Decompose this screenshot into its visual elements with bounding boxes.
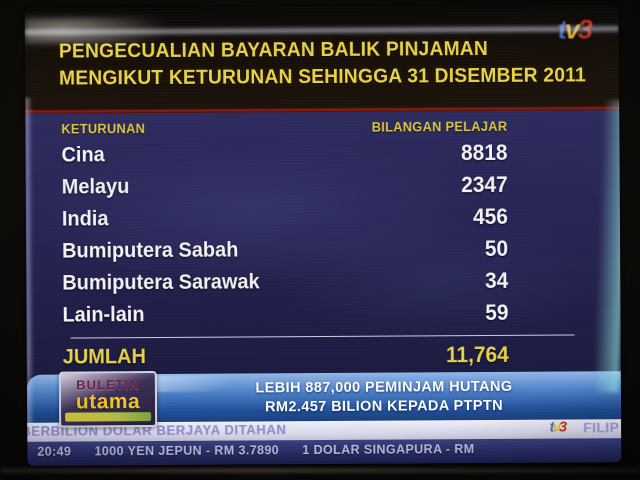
row-label: Bumiputera Sarawak	[62, 270, 260, 295]
buletin-utama-program-logo: BULETIN utama	[58, 371, 158, 428]
column-header-keturunan: KETURUNAN	[61, 120, 146, 137]
table-row: Melayu 2347	[62, 169, 508, 204]
total-row: JUMLAH 11,764	[63, 338, 509, 375]
statistics-table: KETURUNAN BILANGAN PELAJAR Cina 8818 Mel…	[25, 109, 621, 375]
total-label: JUMLAH	[62, 344, 146, 369]
table-row: Cina 8818	[61, 137, 507, 172]
table-row: Bumiputera Sarawak 34	[62, 265, 508, 300]
tv3-channel-logo: t v 3	[558, 14, 593, 45]
banner-text-line2: RM2.457 BILION KEPADA PTPTN	[265, 397, 504, 415]
ticker-next-headline: FILIP	[583, 420, 620, 436]
headline-title-line2: MENGIKUT KETURUNAN SEHINGGA 31 DISEMBER …	[58, 63, 586, 90]
row-value: 59	[485, 299, 509, 325]
table-row: Lain-lain 59	[62, 297, 508, 332]
column-header-bilangan-pelajar: BILANGAN PELAJAR	[371, 118, 508, 135]
row-label: Lain-lain	[62, 302, 145, 327]
row-value: 456	[472, 203, 508, 229]
headline-title-line1: PENGECUALIAN BAYARAN BALIK PINJAMAN	[58, 36, 489, 63]
bezel-reflection	[0, 468, 640, 473]
table-header-row: KETURUNAN BILANGAN PELAJAR	[61, 119, 507, 137]
tv3-logo-letter-3: 3	[558, 419, 568, 436]
row-label: India	[61, 206, 109, 231]
row-label: Melayu	[61, 174, 130, 199]
table-row: Bumiputera Sabah 50	[62, 233, 508, 268]
title-area: PENGECUALIAN BAYARAN BALIK PINJAMAN MENG…	[24, 4, 620, 110]
row-value: 34	[484, 267, 509, 293]
row-label: Bumiputera Sabah	[62, 238, 239, 263]
row-label: Cina	[61, 142, 105, 167]
tv3-ticker-logo: t v 3	[549, 419, 568, 436]
program-logo-line2: utama	[75, 390, 141, 414]
program-logo-band	[65, 412, 152, 422]
currency-ticker-strip: 20:49 1000 YEN JEPUN - RM 3.7890 1 DOLAR…	[27, 437, 622, 466]
total-value: 11,764	[445, 341, 509, 367]
row-value: 2347	[461, 171, 508, 197]
tv3-logo-letter-3: 3	[577, 14, 593, 45]
tv-screen: PENGECUALIAN BAYARAN BALIK PINJAMAN MENG…	[24, 4, 622, 466]
row-value: 50	[484, 235, 509, 261]
table-row: India 456	[62, 201, 508, 236]
row-value: 8818	[460, 139, 508, 165]
currency-ticker-text: 20:49 1000 YEN JEPUN - RM 3.7890 1 DOLAR…	[37, 441, 475, 459]
banner-text-line1: LEBIH 887,000 PEMINJAM HUTANG	[255, 378, 513, 397]
